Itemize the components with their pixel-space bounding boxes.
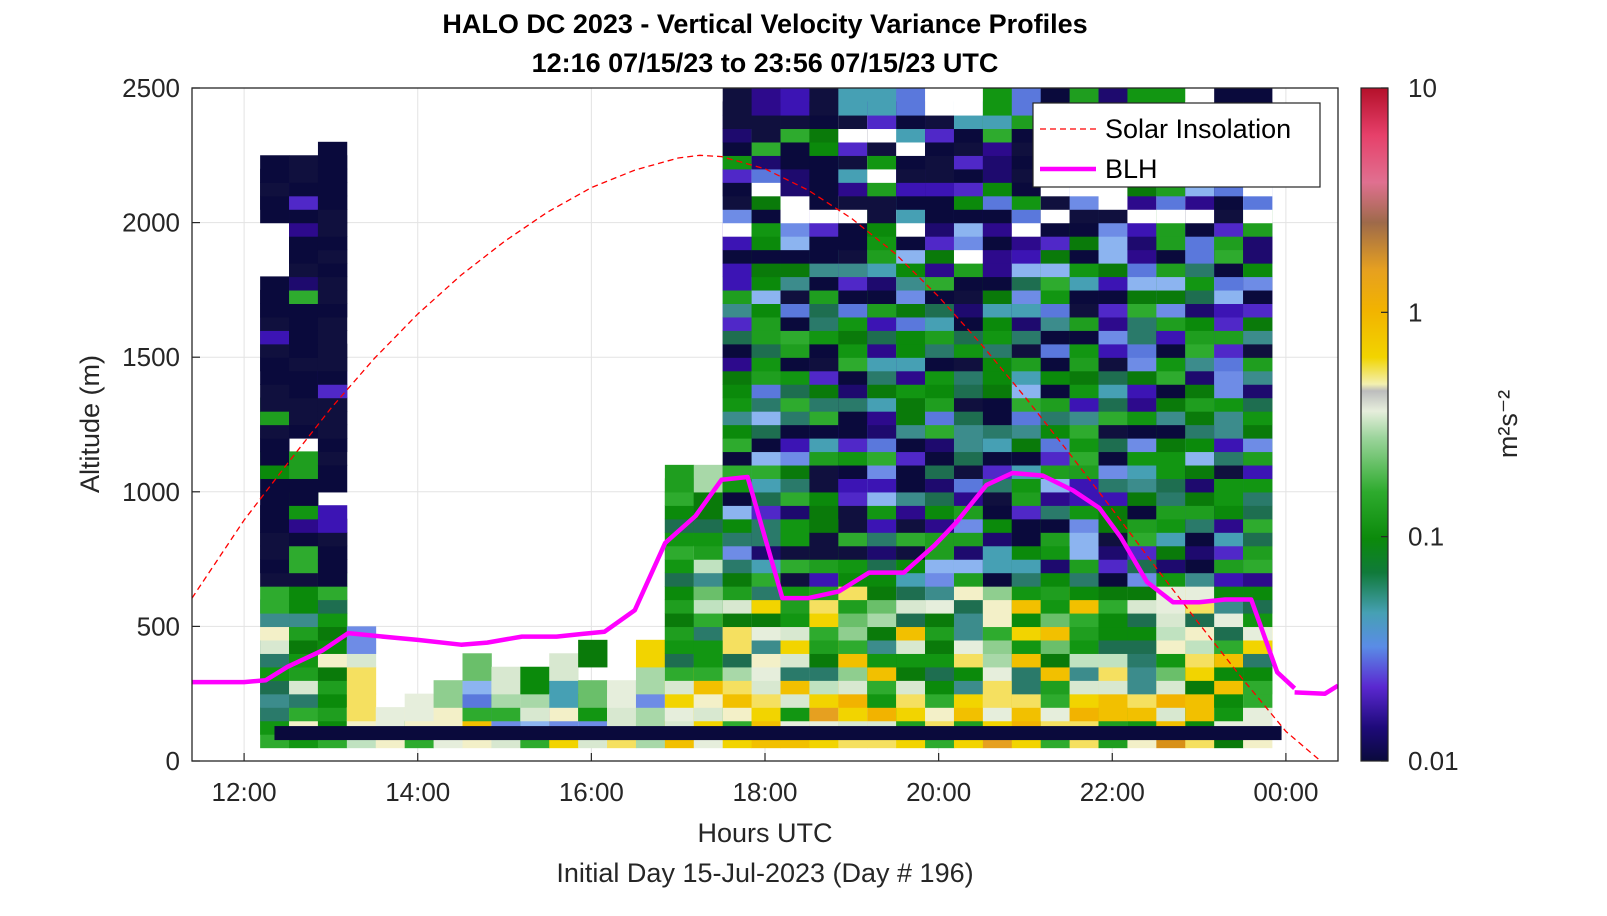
legend: Solar Insolation BLH: [1032, 102, 1321, 188]
heatmap-cell: [664, 464, 695, 493]
heatmap-cell: [317, 330, 348, 358]
heatmap-cell: [838, 88, 868, 116]
heatmap-cell: [317, 505, 348, 533]
heatmap-cell: [317, 464, 348, 493]
x-tick-label: 20:00: [906, 777, 971, 807]
heatmap-cell: [289, 545, 319, 574]
heatmap-cell: [549, 680, 579, 708]
y-ticks: 0 500 1000 1500 2000 2500: [122, 73, 200, 776]
heatmap-base-row: [274, 726, 1282, 741]
colorbar-frame: [1360, 87, 1389, 762]
heatmap-cell: [462, 653, 492, 681]
colorbar: 0.01 0.1 1 10 m²s⁻²: [1360, 73, 1523, 776]
heatmap-cell: [404, 693, 434, 722]
colorbar-gradient: [1361, 88, 1388, 761]
x-tick-label: 16:00: [559, 777, 624, 807]
heatmap-cell: [346, 666, 377, 695]
x-ticks: 12:00 14:00 16:00 18:00 20:00 22:00 00:00: [212, 753, 1318, 807]
y-tick-label: 500: [137, 611, 180, 641]
heatmap-cell: [260, 276, 290, 304]
y-tick-label: 2000: [122, 208, 180, 238]
heatmap-cell: [578, 680, 608, 708]
colorbar-tick-label: 1: [1408, 297, 1422, 327]
heatmap-cell: [693, 464, 724, 493]
colorbar-tick-label: 0.01: [1408, 746, 1459, 776]
heatmap-cell: [520, 666, 550, 695]
y-axis-label: Altitude (m): [75, 355, 105, 493]
series-lines: [192, 154, 1338, 761]
y-tick-label: 1500: [122, 342, 180, 372]
colorbar-label: m²s⁻²: [1493, 390, 1523, 458]
y-tick-label: 1000: [122, 477, 180, 507]
heatmap-cell: [751, 88, 781, 116]
heatmap-cell: [896, 88, 926, 116]
heatmap-cell: [607, 680, 637, 708]
heatmap-cell: [549, 653, 579, 681]
series-line-1: [192, 470, 1297, 690]
heatmap-cell: [260, 491, 290, 520]
heatmap-cell: [635, 666, 666, 695]
heatmap-cell: [289, 155, 319, 183]
y-tick-label: 2500: [122, 73, 180, 103]
heatmap-cell: [346, 626, 377, 654]
chart-title: HALO DC 2023 - Vertical Velocity Varianc…: [442, 9, 1087, 39]
heatmap-cell: [289, 585, 319, 614]
heatmap-cell: [722, 88, 752, 116]
x-axis-sublabel: Initial Day 15-Jul-2023 (Day # 196): [556, 858, 973, 888]
heatmap-cell: [925, 88, 955, 116]
heatmap-cell: [982, 88, 1013, 116]
colorbar-ticks: 0.01 0.1 1 10: [1381, 73, 1459, 776]
heatmap-cell: [578, 639, 608, 668]
colorbar-tick-label: 0.1: [1408, 522, 1444, 552]
heatmap-cell: [433, 680, 463, 708]
heatmap-cell: [260, 384, 290, 412]
heatmap-cell: [867, 88, 897, 116]
y-tick-label: 0: [166, 746, 180, 776]
x-tick-label: 14:00: [385, 777, 450, 807]
heatmap-cell: [953, 88, 984, 116]
colorbar-tick-label: 10: [1408, 73, 1437, 103]
chart-subtitle: 12:16 07/15/23 to 23:56 07/15/23 UTC: [532, 48, 999, 78]
heatmap-cell: [780, 88, 810, 116]
legend-blh-label: BLH: [1105, 154, 1158, 184]
heatmap-cell: [635, 639, 666, 668]
heatmap-cell: [289, 397, 319, 426]
x-tick-label: 18:00: [732, 777, 797, 807]
heatmap-cell: [260, 585, 290, 614]
heatmap-cell: [317, 141, 348, 170]
heatmap-cell: [260, 155, 290, 183]
x-axis-label: Hours UTC: [697, 818, 832, 848]
x-tick-label: 22:00: [1080, 777, 1145, 807]
heatmap-cell: [346, 693, 377, 722]
series-line-0: [192, 154, 1322, 761]
x-tick-label: 00:00: [1253, 777, 1318, 807]
x-tick-label: 12:00: [212, 777, 277, 807]
legend-solar-label: Solar Insolation: [1105, 114, 1291, 144]
heatmap-cell: [491, 666, 521, 695]
series-line-2: [1294, 683, 1338, 696]
legend-box: [1032, 102, 1321, 188]
heatmap-cell: [809, 88, 839, 116]
